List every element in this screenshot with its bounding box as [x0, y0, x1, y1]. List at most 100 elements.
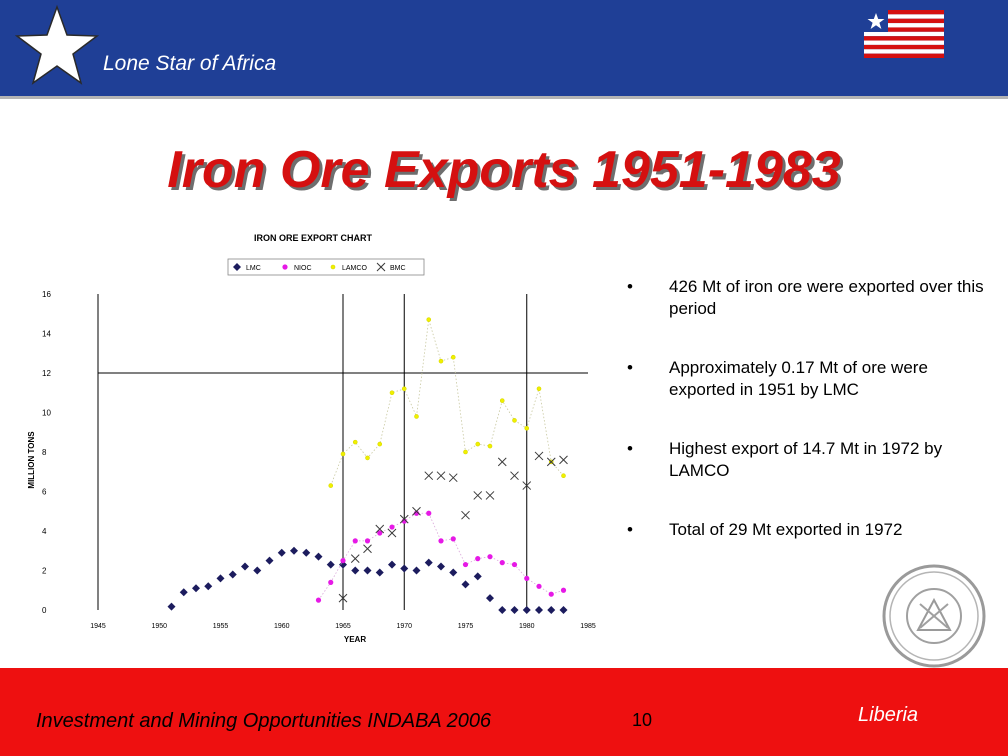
- point-lamco: [487, 443, 493, 449]
- point-nioc: [352, 538, 358, 544]
- point-nioc: [328, 579, 334, 585]
- point-lamco: [340, 451, 346, 457]
- x-tick-label: 1985: [580, 623, 596, 630]
- x-tick-label: 1945: [90, 623, 106, 630]
- point-lmc: [216, 574, 225, 583]
- bullet-item: • Total of 29 Mt exported in 1972: [624, 519, 984, 541]
- point-lamco: [499, 398, 505, 403]
- point-lmc: [241, 562, 249, 571]
- point-bmc: [350, 554, 360, 564]
- point-lamco: [512, 418, 517, 423]
- point-lamco: [561, 473, 566, 478]
- point-lmc: [424, 558, 433, 567]
- point-lamco: [401, 386, 407, 392]
- point-lmc: [326, 560, 335, 569]
- y-axis-label: MILLION TONS: [27, 431, 36, 489]
- point-lmc: [351, 566, 360, 575]
- point-bmc: [485, 491, 495, 500]
- legend-marker-lmc: [233, 263, 241, 271]
- point-bmc: [546, 457, 556, 467]
- point-bmc: [399, 514, 409, 524]
- point-nioc: [426, 510, 432, 516]
- bullet-text: Total of 29 Mt exported in 1972: [669, 520, 903, 539]
- legend-label-bmc: BMC: [390, 265, 406, 272]
- y-tick-label: 10: [42, 409, 51, 418]
- bullet-symbol: •: [627, 277, 633, 296]
- point-lmc: [535, 606, 543, 614]
- bullet-symbol: •: [627, 439, 633, 458]
- ministry-seal-icon: [882, 564, 986, 668]
- page-number: 10: [632, 710, 653, 730]
- legend-label-lamco: LAMCO: [342, 265, 367, 272]
- y-tick-label: 8: [42, 448, 47, 457]
- point-lmc: [547, 606, 556, 614]
- point-lmc: [449, 568, 458, 577]
- point-bmc: [412, 506, 421, 516]
- point-lamco: [328, 483, 334, 488]
- point-lmc: [510, 606, 519, 614]
- point-nioc: [548, 591, 554, 597]
- point-lmc: [400, 564, 409, 573]
- legend-marker-bmc: [376, 262, 386, 272]
- point-nioc: [487, 554, 493, 560]
- x-tick-label: 1960: [274, 623, 290, 630]
- x-axis-label: YEAR: [344, 635, 366, 644]
- brand-name: Lone Star of Africa: [103, 52, 277, 75]
- point-lamco: [414, 414, 419, 419]
- point-bmc: [436, 471, 446, 481]
- slide-title: Iron Ore Exports 1951-1983: [167, 141, 841, 199]
- footer-country: Liberia: [858, 704, 919, 726]
- x-tick-label: 1980: [519, 623, 535, 630]
- point-lmc: [339, 560, 347, 569]
- point-bmc: [448, 473, 458, 483]
- point-lamco: [426, 317, 432, 322]
- header-bar: Lone Star of Africa: [0, 0, 1008, 99]
- point-bmc: [522, 481, 532, 490]
- x-tick-label: 1955: [213, 623, 229, 630]
- bullet-symbol: •: [627, 520, 633, 539]
- point-lamco: [365, 455, 370, 461]
- point-bmc: [338, 593, 348, 603]
- bullet-item: • Approximately 0.17 Mt of ore were expor…: [624, 357, 984, 401]
- x-tick-label: 1975: [458, 623, 474, 630]
- point-lamco: [463, 449, 468, 455]
- point-lmc: [388, 560, 396, 569]
- point-lmc: [228, 570, 237, 579]
- series-line-lamco: [330, 319, 564, 486]
- point-nioc: [377, 530, 383, 536]
- point-lmc: [290, 546, 298, 555]
- point-nioc: [499, 560, 505, 566]
- y-tick-label: 12: [42, 369, 51, 378]
- point-nioc: [462, 561, 469, 568]
- point-lmc: [192, 584, 200, 593]
- point-nioc: [438, 538, 444, 544]
- point-lamco: [352, 439, 358, 445]
- point-lmc: [486, 594, 494, 603]
- series-line-nioc: [318, 512, 564, 601]
- point-lmc: [204, 582, 213, 591]
- point-lmc: [375, 568, 384, 577]
- point-bmc: [375, 524, 385, 534]
- legend-marker-nioc: [282, 264, 288, 270]
- bullet-text: Highest export of 14.7 Mt in 1972 by LAM…: [669, 439, 943, 480]
- point-lmc: [167, 602, 176, 611]
- bullet-list: • 426 Mt of iron ore were exported over t…: [624, 276, 984, 578]
- bullet-item: • Highest export of 14.7 Mt in 1972 by LA…: [624, 438, 984, 482]
- y-tick-label: 4: [42, 527, 47, 536]
- point-lmc: [277, 548, 286, 557]
- point-lmc: [253, 566, 262, 575]
- point-bmc: [424, 471, 434, 481]
- point-lmc: [559, 606, 568, 614]
- point-nioc: [340, 558, 346, 564]
- point-lamco: [475, 441, 481, 447]
- point-nioc: [511, 561, 518, 568]
- point-lamco: [438, 358, 444, 364]
- point-lmc: [437, 562, 445, 571]
- point-nioc: [524, 575, 530, 581]
- point-lamco: [536, 386, 542, 392]
- y-tick-label: 0: [42, 606, 47, 615]
- y-tick-label: 16: [42, 290, 51, 299]
- point-bmc: [559, 455, 568, 465]
- y-tick-label: 14: [42, 330, 51, 339]
- point-lmc: [179, 588, 188, 597]
